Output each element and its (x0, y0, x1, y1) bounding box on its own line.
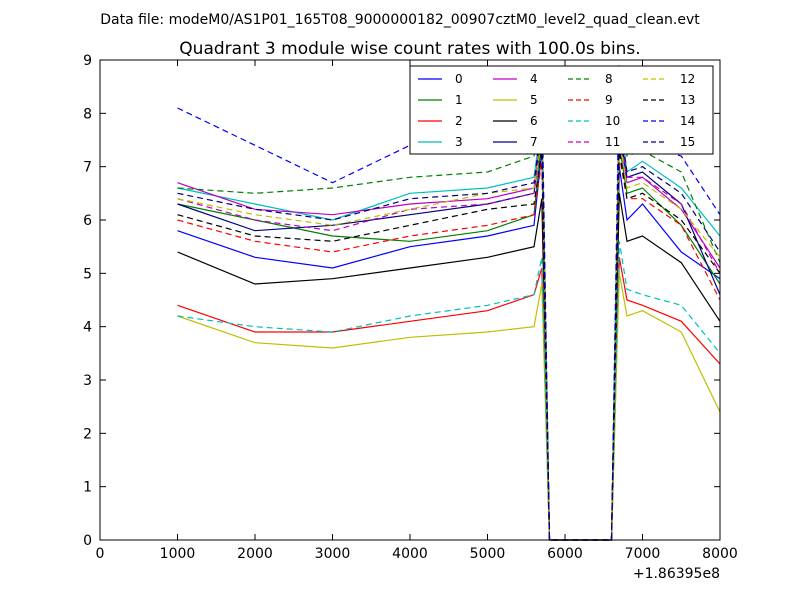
series-line-2 (177, 257, 721, 541)
suptitle: Data file: modeM0/AS1P01_165T08_90000001… (100, 12, 700, 28)
y-tick-label: 0 (83, 533, 92, 549)
series-line-9 (177, 155, 721, 541)
x-tick-label: 3000 (315, 546, 351, 562)
y-tick-label: 2 (83, 426, 92, 442)
series-line-15 (177, 118, 721, 541)
legend-label-4: 4 (530, 72, 538, 86)
legend-label-5: 5 (530, 93, 538, 107)
y-tick-label: 6 (83, 213, 92, 229)
y-tick-label: 8 (83, 106, 92, 122)
legend-label-8: 8 (605, 72, 613, 86)
x-tick-label: 5000 (470, 546, 506, 562)
series-line-12 (177, 134, 721, 541)
x-ticks: 0 1000 2000 3000 4000 5000 6000 7000 8000 (96, 60, 738, 562)
y-tick-label: 3 (83, 373, 92, 389)
series-line-1 (177, 139, 721, 541)
series-line-11 (177, 129, 721, 541)
legend-label-10: 10 (605, 114, 620, 128)
y-tick-label: 5 (83, 266, 92, 282)
chart-title: Quadrant 3 module wise count rates with … (179, 39, 640, 59)
legend-label-2: 2 (455, 114, 463, 128)
y-tick-label: 9 (83, 53, 92, 69)
legend-label-1: 1 (455, 93, 463, 107)
series-line-10 (177, 241, 721, 541)
legend-label-7: 7 (530, 135, 538, 149)
x-tick-label: 6000 (547, 546, 583, 562)
x-tick-label: 2000 (237, 546, 273, 562)
legend-label-11: 11 (605, 135, 620, 149)
legend-label-12: 12 (680, 72, 695, 86)
x-tick-label: 4000 (392, 546, 428, 562)
legend-label-9: 9 (605, 93, 613, 107)
legend-label-0: 0 (455, 72, 463, 86)
y-tick-label: 7 (83, 160, 92, 176)
legend-label-3: 3 (455, 135, 463, 149)
y-tick-label: 4 (83, 320, 92, 336)
legend-label-15: 15 (680, 135, 695, 149)
x-offset-label: +1.86395e8 (633, 566, 720, 582)
x-tick-label: 0 (96, 546, 105, 562)
x-tick-label: 1000 (160, 546, 196, 562)
series-line-6 (177, 193, 721, 541)
x-tick-label: 8000 (702, 546, 738, 562)
y-tick-label: 1 (83, 480, 92, 496)
series-line-5 (177, 273, 721, 541)
x-tick-label: 7000 (625, 546, 661, 562)
legend-label-6: 6 (530, 114, 538, 128)
legend-box (409, 65, 714, 155)
legend-label-13: 13 (680, 93, 695, 107)
legend-label-14: 14 (680, 114, 695, 128)
